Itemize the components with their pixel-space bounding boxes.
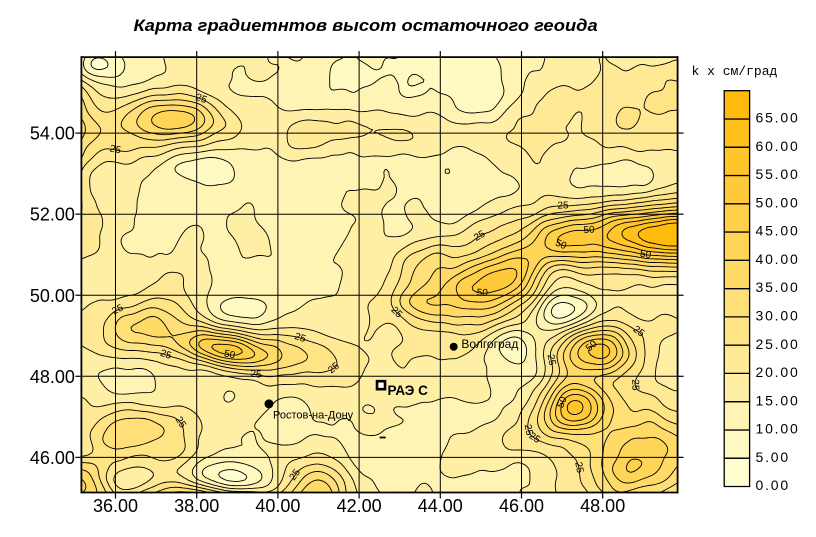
svg-text:52.00: 52.00 <box>30 205 75 225</box>
svg-text:54.00: 54.00 <box>30 124 75 144</box>
svg-text:55.00: 55.00 <box>756 166 800 182</box>
svg-text:30.00: 30.00 <box>756 307 800 323</box>
svg-text:25: 25 <box>472 228 488 243</box>
svg-text:25: 25 <box>110 302 125 317</box>
svg-text:50: 50 <box>583 224 595 236</box>
svg-text:25.00: 25.00 <box>756 336 800 352</box>
svg-text:46.00: 46.00 <box>30 448 75 468</box>
svg-text:40.00: 40.00 <box>255 496 300 516</box>
svg-text:38.00: 38.00 <box>174 496 219 516</box>
svg-text:50.00: 50.00 <box>30 286 75 306</box>
svg-text:Карта градиетнтов высот остато: Карта градиетнтов высот остаточного геои… <box>134 15 598 34</box>
svg-text:25: 25 <box>159 348 173 362</box>
svg-text:45.00: 45.00 <box>756 223 800 239</box>
svg-text:25: 25 <box>572 461 585 474</box>
svg-text:46.00: 46.00 <box>499 496 544 516</box>
svg-text:50.00: 50.00 <box>756 194 800 210</box>
svg-text:25: 25 <box>545 354 558 367</box>
svg-text:50: 50 <box>639 249 652 262</box>
svg-text:Ростов-на-Дону: Ростов-на-Дону <box>273 409 354 421</box>
svg-text:48.00: 48.00 <box>580 496 625 516</box>
svg-text:48.00: 48.00 <box>30 367 75 387</box>
svg-text:k x см/град: k x см/град <box>692 64 778 79</box>
svg-text:25: 25 <box>194 92 209 106</box>
svg-text:50: 50 <box>476 288 488 300</box>
svg-text:25: 25 <box>109 143 123 156</box>
svg-text:44.00: 44.00 <box>418 496 463 516</box>
svg-text:25: 25 <box>522 424 535 437</box>
svg-text:42.00: 42.00 <box>337 496 382 516</box>
svg-text:65.00: 65.00 <box>756 110 800 126</box>
svg-text:25: 25 <box>293 331 307 345</box>
svg-text:10.00: 10.00 <box>756 421 800 437</box>
svg-text:5.00: 5.00 <box>756 449 790 465</box>
svg-text:0.00: 0.00 <box>756 477 790 493</box>
svg-text:15.00: 15.00 <box>756 392 800 408</box>
svg-text:РАЭ С: РАЭ С <box>388 383 429 398</box>
svg-text:50: 50 <box>553 238 568 253</box>
svg-text:60.00: 60.00 <box>756 138 800 154</box>
svg-text:50: 50 <box>223 348 236 361</box>
svg-text:25: 25 <box>629 379 640 391</box>
svg-text:35.00: 35.00 <box>756 279 800 295</box>
svg-text:40.00: 40.00 <box>756 251 800 267</box>
svg-text:20.00: 20.00 <box>756 364 800 380</box>
svg-text:50: 50 <box>555 395 569 410</box>
svg-text:25: 25 <box>557 200 569 211</box>
svg-text:36.00: 36.00 <box>93 496 138 516</box>
svg-text:25: 25 <box>250 369 262 381</box>
svg-text:Волгоград: Волгоград <box>461 337 518 351</box>
